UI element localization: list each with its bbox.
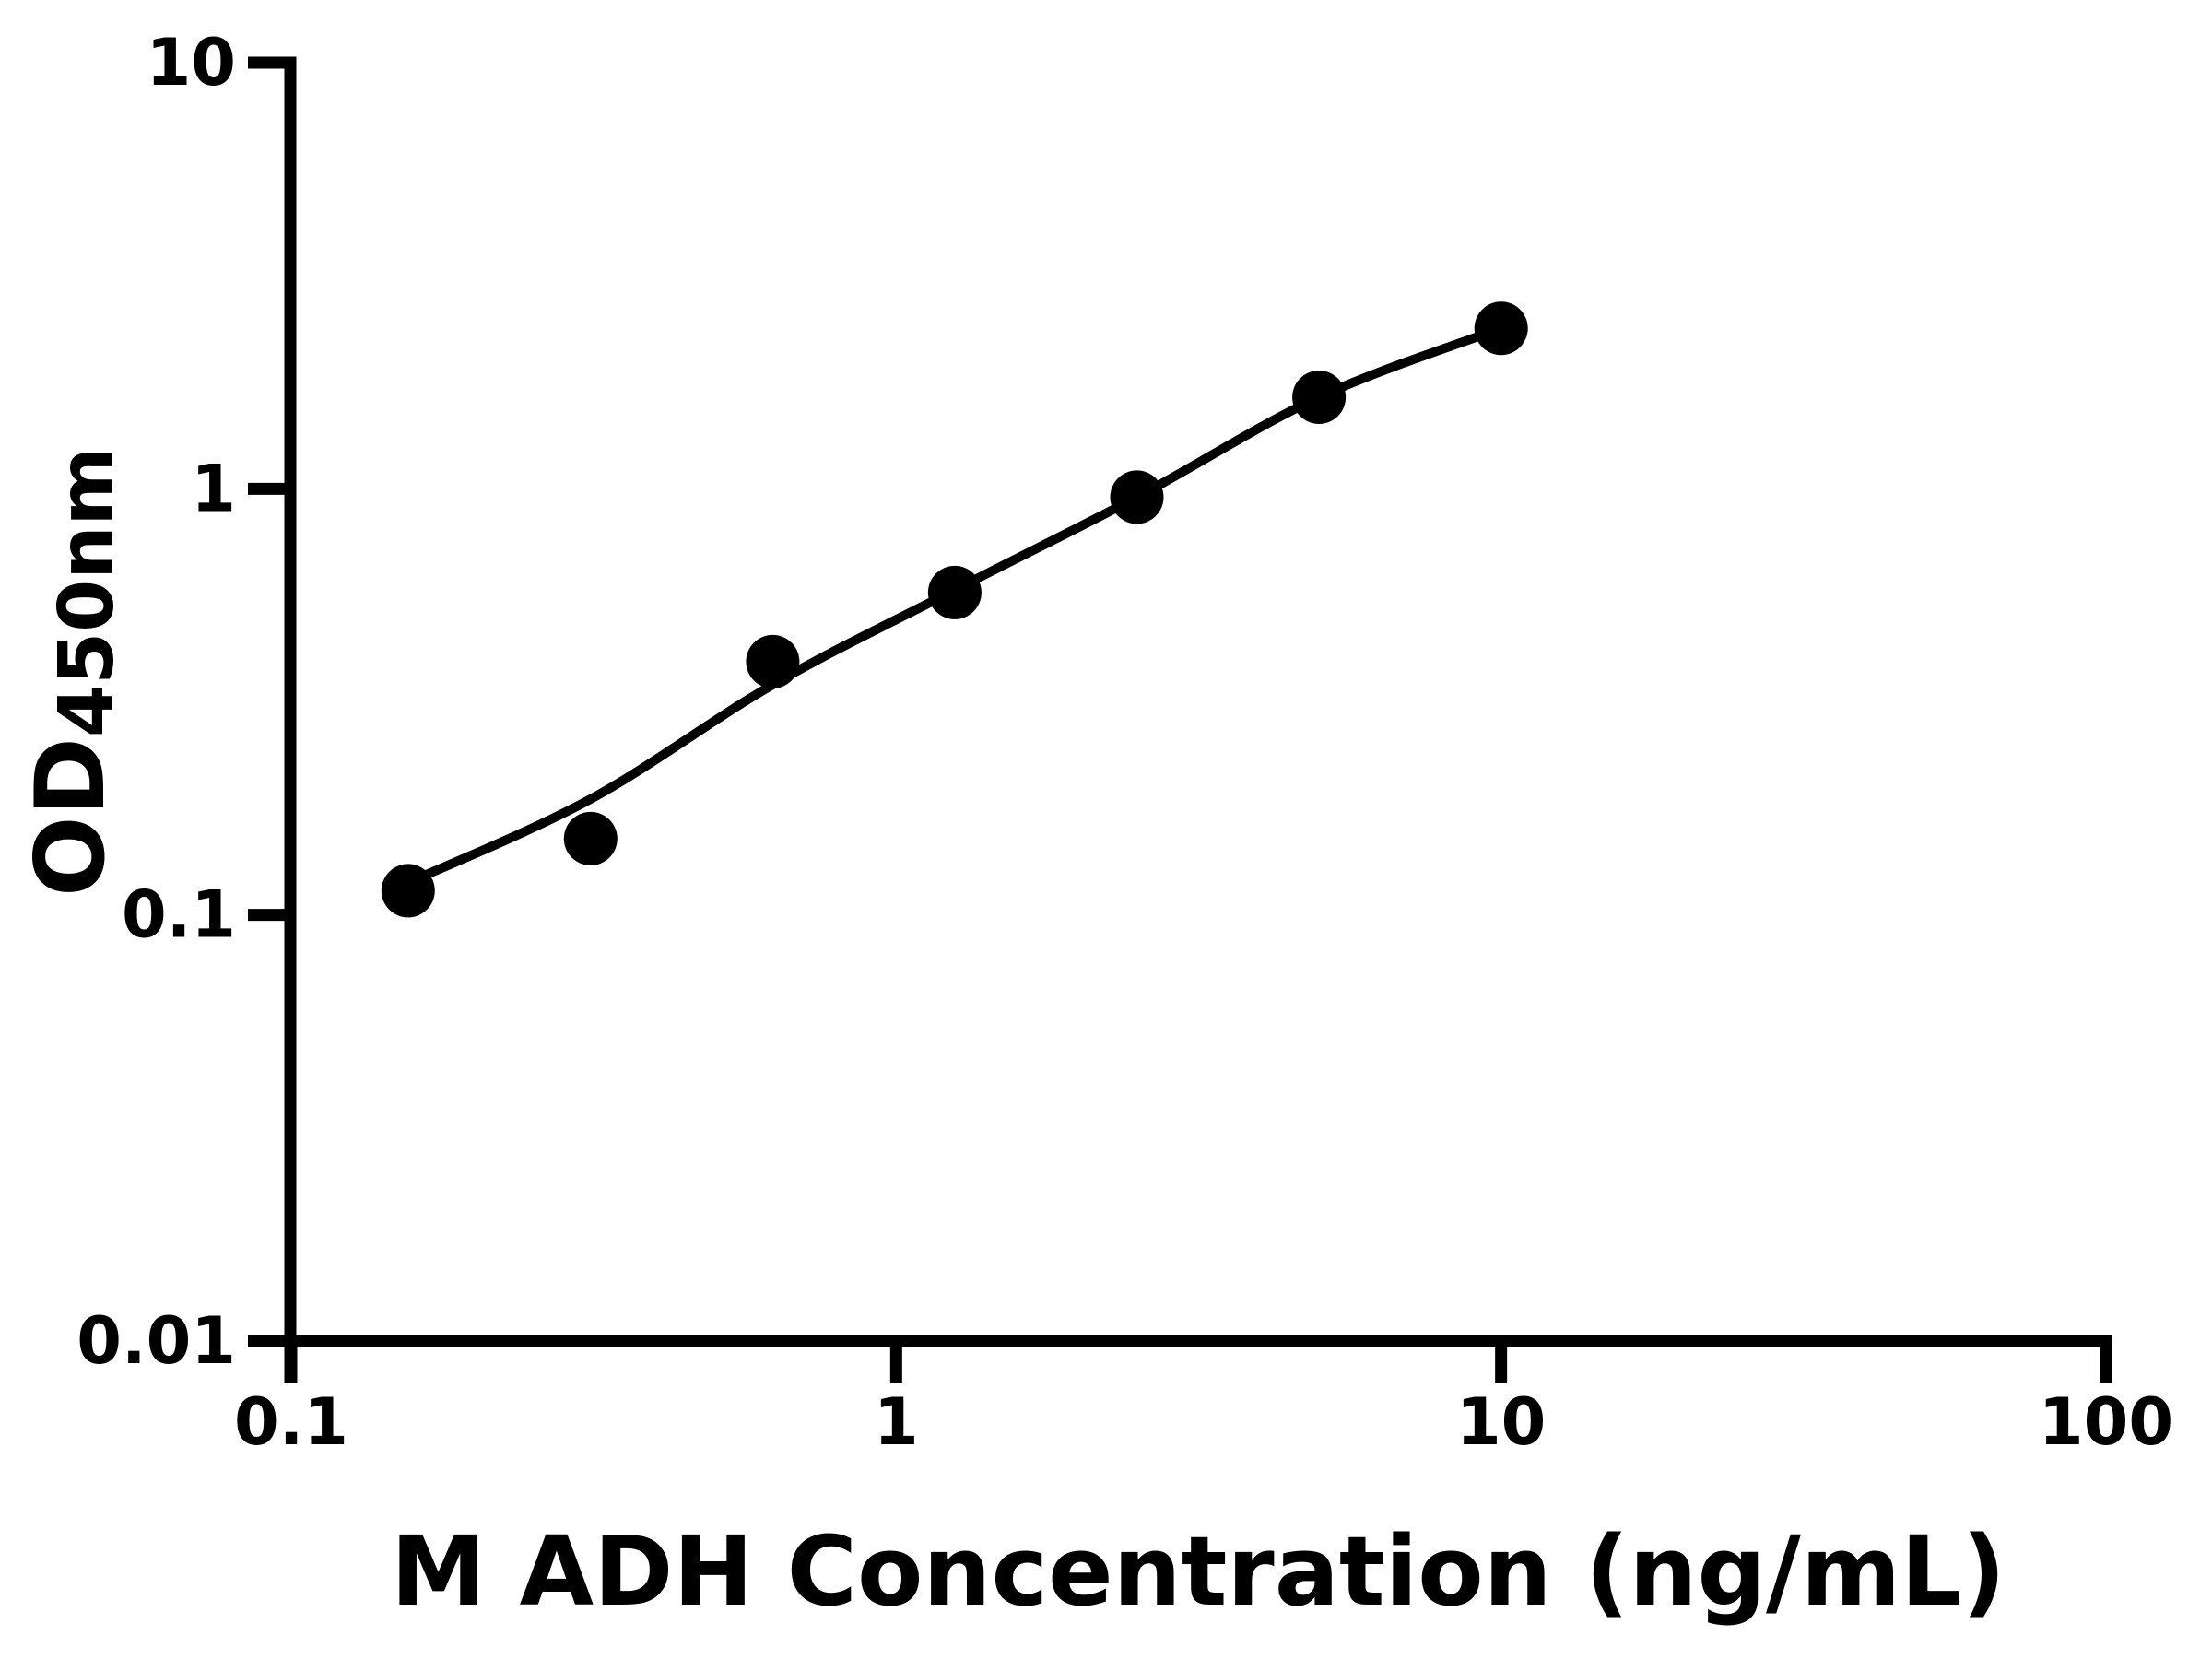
data-point — [1292, 371, 1347, 424]
x-tick-label: 100 — [2039, 1384, 2173, 1460]
y-tick-label: 0.1 — [122, 877, 236, 953]
y-ticks: 10 1 0.1 0.01 — [76, 25, 290, 1379]
y-tick-label: 0.01 — [76, 1303, 236, 1379]
data-point — [1110, 470, 1164, 524]
data-point — [381, 864, 435, 918]
y-tick-label: 10 — [147, 25, 236, 100]
y-axis-title-subscript: 450nm — [43, 447, 131, 737]
data-point — [563, 811, 618, 865]
data-points — [381, 301, 1528, 918]
y-tick-label: 1 — [191, 451, 236, 526]
data-point — [746, 634, 800, 688]
data-point — [927, 565, 982, 619]
x-tick-label: 0.1 — [234, 1384, 348, 1460]
data-point — [1474, 301, 1528, 356]
y-axis-title-main: OD — [16, 737, 126, 897]
x-ticks: 0.1 1 10 100 — [234, 1341, 2173, 1460]
x-tick-label: 1 — [874, 1384, 919, 1460]
x-tick-label: 10 — [1456, 1384, 1546, 1460]
x-axis-title: M ADH Concentration (ng/mL) — [391, 1515, 2006, 1628]
y-axis-title: OD450nm — [16, 447, 131, 897]
axes — [284, 56, 2112, 1383]
